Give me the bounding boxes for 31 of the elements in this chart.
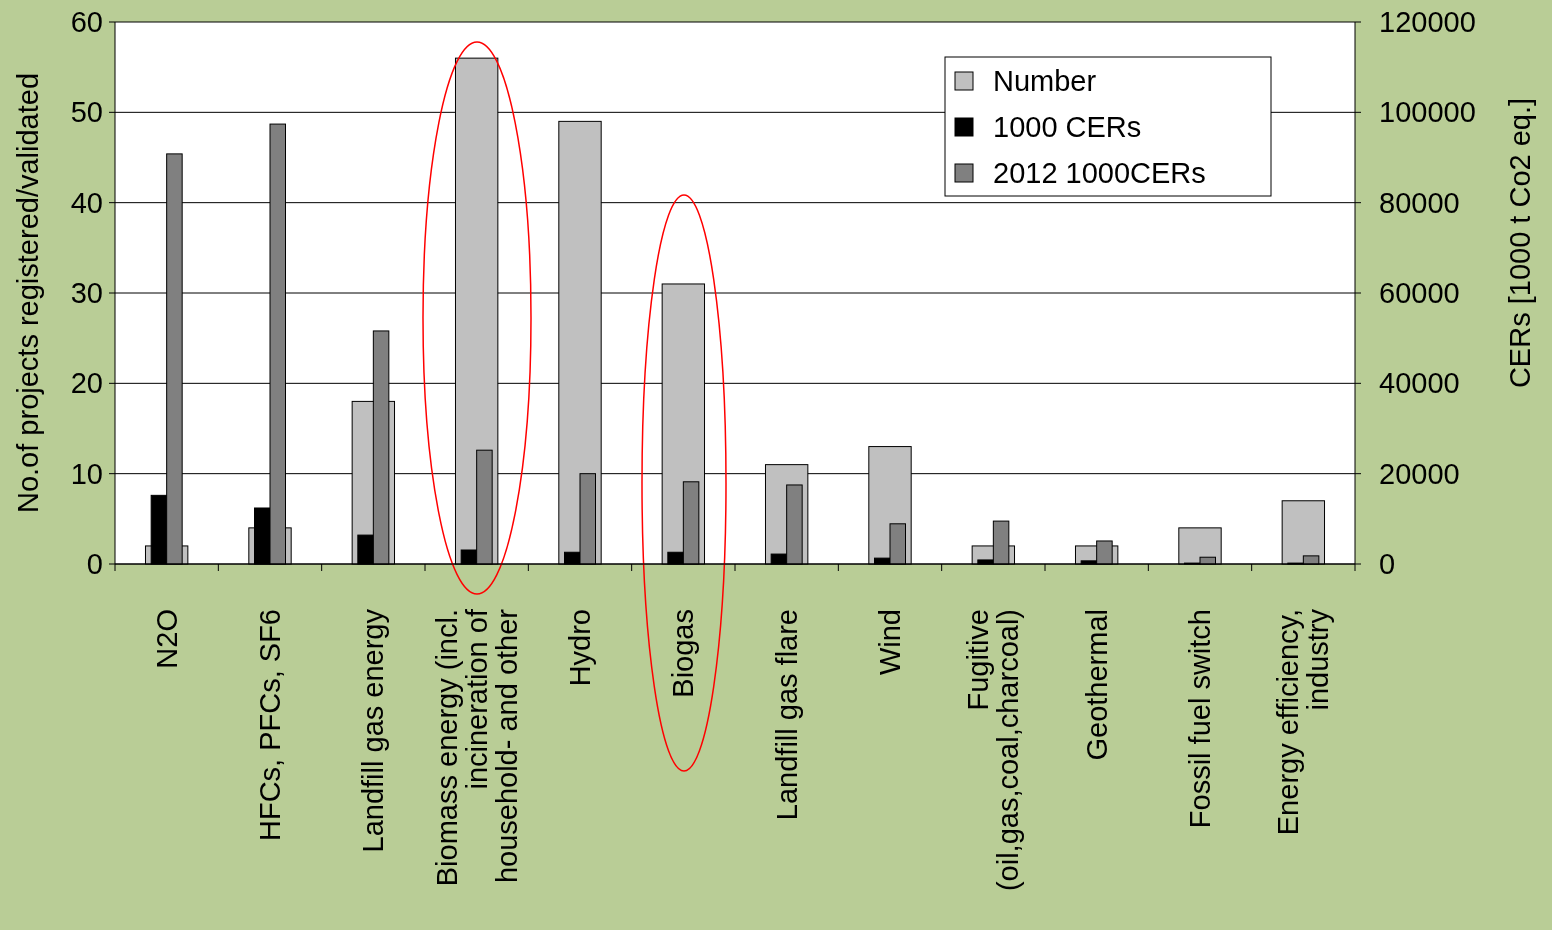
y2-tick-label: 20000 [1379, 457, 1460, 490]
y2-tick-label: 40000 [1379, 367, 1460, 400]
y-tick-label: 40 [70, 186, 103, 219]
x-tick-label: N2O [150, 609, 183, 669]
x-tick-label: Biomass energy (incl. incineration of household- and other [430, 608, 523, 887]
y2-tick-label: 120000 [1379, 6, 1476, 39]
x-tick-label: HFCs, PFCs, SF6 [254, 609, 286, 842]
legend-label: 2012 1000CERs [993, 157, 1206, 190]
y-tick-label: 60 [70, 6, 103, 39]
x-tick-label: Biogas [667, 609, 700, 698]
y2-tick-label: 100000 [1379, 96, 1476, 129]
y-tick-label: 30 [70, 277, 103, 310]
y-tick-label: 10 [70, 457, 103, 490]
x-tick-label: Fugitive (oil,gas,coal,charcoal) [962, 609, 1025, 892]
y-tick-label: 50 [70, 96, 103, 129]
y-tick-label: 20 [70, 367, 103, 400]
y2-tick-label: 0 [1379, 548, 1396, 581]
x-tick-label: Wind [874, 609, 906, 676]
legend-label: 1000 CERs [993, 111, 1142, 144]
x-tick-label: Geothermal [1080, 609, 1113, 761]
y-axis-title: No.of projects registered/validated [12, 72, 44, 514]
y2-tick-label: 60000 [1379, 277, 1460, 310]
y-tick-label: 0 [86, 548, 103, 581]
legend-label: Number [993, 65, 1097, 98]
y2-tick-label: 80000 [1379, 186, 1460, 219]
x-tick-label: Landfill gas energy [357, 608, 390, 853]
y2-axis-title: CERs [1000 t Co2 eq.] [1504, 97, 1536, 389]
x-tick-label: Energy efficiency, industry [1272, 608, 1335, 836]
x-tick-label: Hydro [564, 609, 596, 687]
x-tick-label: Landfill gas flare [770, 609, 803, 821]
x-tick-label: Fossil fuel switch [1184, 609, 1216, 829]
